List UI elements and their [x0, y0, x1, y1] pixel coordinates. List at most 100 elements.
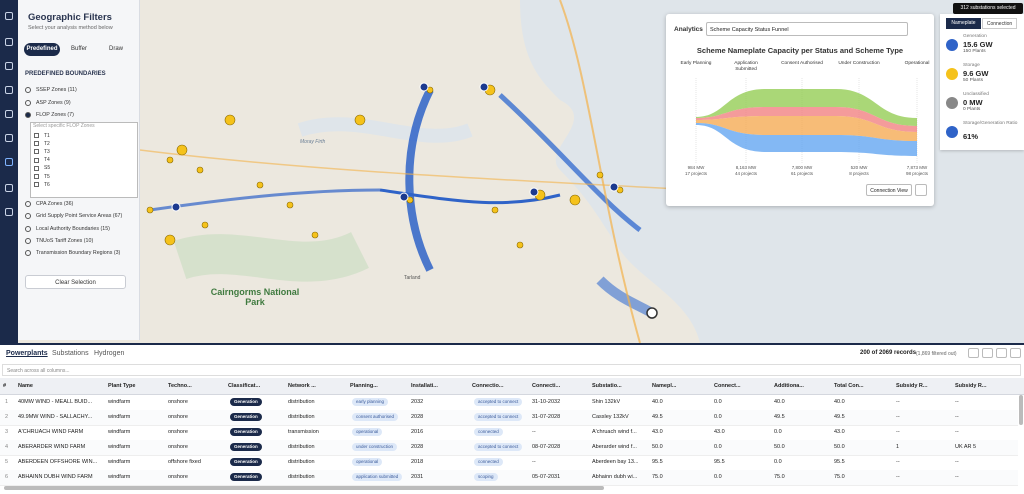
checkbox[interactable] — [34, 182, 39, 188]
stage-projects: 17 projects — [684, 171, 707, 176]
summary-value: 15.6 GW — [963, 40, 993, 49]
selection-badge: 312 substations selected — [953, 3, 1023, 14]
column-header[interactable]: Additiona... — [774, 383, 804, 389]
record-count: 200 of 2069 records — [860, 350, 917, 356]
checkbox[interactable] — [34, 149, 39, 155]
status-pill: accepted to connect — [474, 443, 523, 451]
column-header[interactable]: Subsidy R... — [955, 383, 987, 389]
table-action[interactable] — [996, 348, 1007, 358]
clear-button[interactable]: Clear Selection — [25, 275, 126, 289]
sidebar-icon[interactable] — [5, 86, 13, 94]
table-row[interactable] — [0, 470, 1018, 486]
sidebar-icon[interactable] — [5, 62, 13, 70]
cell: 08-07-2028 — [532, 444, 561, 450]
cell: 50.0 — [834, 444, 845, 450]
zone-label: T2 — [44, 140, 50, 147]
checkbox[interactable] — [34, 157, 39, 163]
column-header[interactable]: Planning... — [350, 383, 378, 389]
sidebar-icon[interactable] — [5, 208, 13, 216]
summary-icon — [946, 39, 958, 51]
table-row[interactable] — [0, 455, 1018, 471]
map-marker — [354, 114, 366, 126]
table-tab[interactable]: Powerplants — [6, 350, 48, 357]
radio[interactable] — [25, 213, 31, 220]
cell: 2032 — [411, 399, 424, 405]
cell: 2028 — [411, 414, 424, 420]
status-pill: operational — [352, 428, 383, 436]
column-header[interactable]: # — [3, 383, 7, 389]
column-header[interactable]: Substatio... — [592, 383, 622, 389]
analytics-label: Analytics — [674, 26, 703, 33]
table-action[interactable] — [982, 348, 993, 358]
search-box[interactable]: Search across all columns... — [2, 364, 1021, 376]
table-action[interactable] — [1010, 348, 1021, 358]
table-tab[interactable]: Hydrogen — [94, 350, 125, 357]
cell: 4 — [5, 444, 9, 450]
map-marker — [256, 181, 264, 189]
cell: 95.5 — [652, 459, 663, 465]
column-header[interactable]: Installati... — [411, 383, 438, 389]
map-marker — [146, 206, 154, 214]
checkbox[interactable] — [34, 165, 39, 171]
table-row[interactable] — [0, 425, 1018, 441]
cell: offshore fixed — [168, 459, 201, 465]
cell: distribution — [288, 414, 315, 420]
radio[interactable] — [25, 99, 31, 106]
column-header[interactable]: Namepl... — [652, 383, 677, 389]
radio[interactable] — [25, 237, 31, 244]
column-header[interactable]: Connecti... — [532, 383, 561, 389]
sidebar-icon[interactable] — [5, 134, 13, 142]
column-header[interactable]: Network ... — [288, 383, 316, 389]
cell: onshore — [168, 444, 188, 450]
method-tab[interactable]: Buffer — [71, 46, 87, 52]
summary-tab[interactable]: Connection — [982, 18, 1017, 29]
v-scrollbar[interactable] — [1019, 395, 1023, 425]
radio[interactable] — [25, 201, 31, 207]
sidebar-icon[interactable] — [5, 12, 13, 20]
analytics-dropdown[interactable]: Scheme Capacity Status Funnel — [706, 22, 908, 36]
cell: 50.0 — [652, 444, 663, 450]
park — [173, 231, 369, 282]
zone-select[interactable] — [30, 122, 138, 198]
status-pill: under construction — [352, 443, 398, 451]
checkbox[interactable] — [34, 174, 39, 179]
method-tab[interactable]: Draw — [108, 46, 123, 52]
cell: distribution — [288, 444, 315, 450]
table-tab[interactable]: Substations — [52, 350, 89, 357]
radio[interactable] — [25, 112, 31, 118]
radio[interactable] — [25, 250, 31, 257]
zone-label: S5 — [44, 165, 51, 172]
sidebar-icon[interactable] — [5, 184, 13, 192]
table-action[interactable] — [968, 348, 979, 358]
status-pill: accepted to connect — [474, 413, 523, 421]
sidebar-icon[interactable] — [5, 38, 13, 46]
summary-tab[interactable]: Nameplate — [946, 18, 981, 29]
checkbox[interactable] — [34, 133, 39, 138]
sidebar-icon[interactable] — [5, 110, 13, 118]
column-header[interactable]: Plant Type — [108, 383, 136, 389]
cell: onshore — [168, 429, 188, 435]
connection-view-button[interactable]: Connection View — [866, 184, 912, 196]
zone-label: T3 — [44, 148, 50, 155]
radio[interactable] — [25, 225, 31, 232]
method-tab[interactable]: Predefined — [24, 43, 60, 56]
column-header[interactable]: Connect... — [714, 383, 741, 389]
column-header[interactable]: Total Con... — [834, 383, 864, 389]
column-header[interactable]: Subsidy R... — [896, 383, 928, 389]
column-header[interactable]: Connectio... — [472, 383, 504, 389]
cell: 40.0 — [774, 399, 785, 405]
column-header[interactable]: Name — [18, 383, 33, 389]
column-header[interactable]: Techno... — [168, 383, 192, 389]
radio[interactable] — [25, 87, 31, 93]
cell: 2031 — [411, 474, 424, 480]
column-header[interactable]: Classificat... — [228, 383, 261, 389]
cluster-marker — [419, 82, 429, 92]
options-button[interactable] — [915, 184, 927, 196]
cell: ABHAINN DUBH WIND FARM — [18, 474, 93, 480]
radio-label: SSEP Zones (11) — [36, 87, 77, 93]
cell: 5 — [5, 459, 9, 465]
cell: -- — [896, 399, 900, 405]
checkbox[interactable] — [34, 141, 39, 147]
h-scrollbar[interactable] — [4, 486, 604, 490]
sidebar-icon[interactable] — [5, 158, 13, 166]
